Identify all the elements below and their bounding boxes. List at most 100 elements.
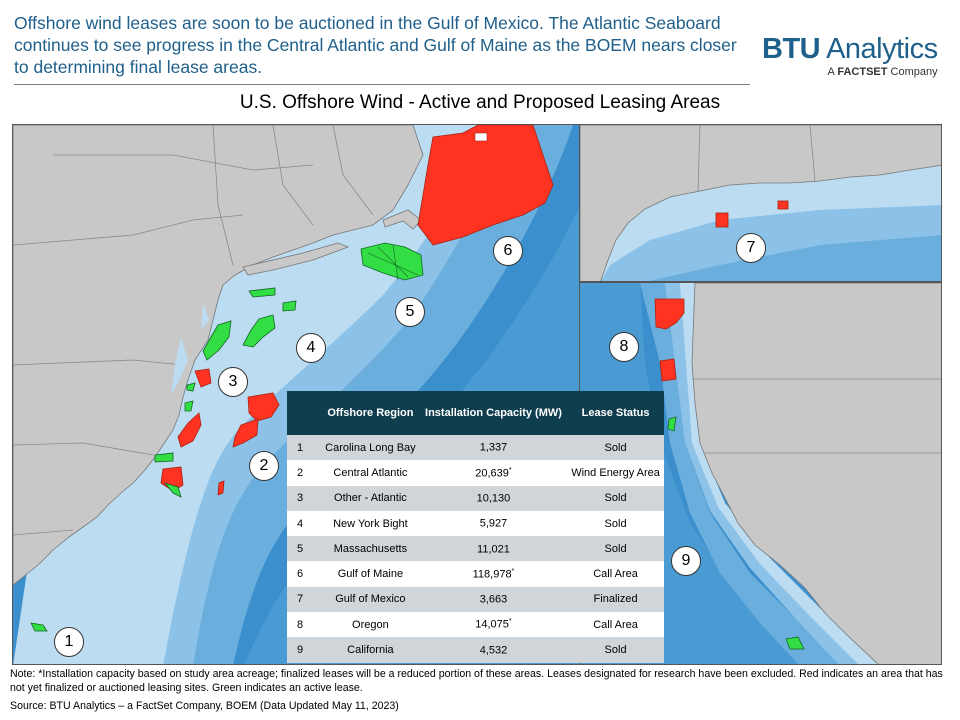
table-row: 9 California 4,532 Sold [287, 637, 664, 663]
row-id: 5 [287, 536, 321, 562]
west-coast-land [691, 283, 941, 664]
table-row: 6 Gulf of Maine 118,978* Call Area [287, 561, 664, 587]
row-region: Massachusetts [321, 536, 420, 562]
row-id: 4 [287, 510, 321, 537]
region-label-1: 1 [54, 627, 84, 657]
gulf-coast-land [580, 125, 941, 281]
row-capacity-text: 10,130 [476, 492, 511, 505]
state-borders [13, 125, 374, 536]
row-id-text: 8 [297, 618, 304, 631]
row-id-text: 6 [297, 568, 304, 581]
ny-bight-lease-b [282, 300, 297, 312]
other-atlantic-lease-a [186, 382, 196, 392]
row-region-text: Oregon [352, 618, 389, 631]
region-label-5: 5 [395, 297, 425, 327]
row-id: 3 [287, 485, 321, 511]
footnote: Note: *Installation capacity based on st… [10, 668, 943, 694]
row-capacity-text: 11,021 [477, 543, 510, 556]
california-lease-central [785, 636, 805, 650]
row-status: Call Area [567, 561, 664, 587]
row-status-text: Sold [604, 517, 627, 530]
row-status-text: Call Area [593, 618, 638, 631]
row-status: Sold [567, 637, 664, 663]
row-id: 7 [287, 586, 321, 613]
row-status-text: Call Area [593, 568, 638, 581]
region-label-7: 7 [736, 233, 766, 263]
row-status-text: Wind Energy Area [571, 466, 660, 479]
capacity-footnote-mark: * [508, 618, 512, 626]
california-lease-north [667, 416, 677, 432]
source-line: Source: BTU Analytics – a FactSet Compan… [10, 700, 399, 712]
central-atlantic-area-a [247, 392, 280, 422]
table-header-id [287, 391, 321, 435]
ny-bight-lease-c [242, 314, 276, 348]
row-region: Carolina Long Bay [321, 435, 420, 461]
row-capacity-text: 20,639 [475, 467, 509, 480]
row-capacity-text: 118,978 [472, 568, 512, 581]
us-east-coast-land [13, 125, 424, 586]
row-status-text: Sold [604, 441, 627, 454]
region-label-8: 8 [609, 332, 639, 362]
row-region-text: New York Bight [333, 517, 408, 530]
gulf-of-mexico-area-a [715, 212, 729, 228]
row-capacity: 4,532 [419, 637, 568, 663]
table-row: 8 Oregon 14,075* Call Area [287, 612, 664, 638]
row-status: Call Area [567, 612, 664, 638]
table-row: 5 Massachusetts 11,021 Sold [287, 536, 664, 562]
row-capacity: 10,130 [419, 485, 568, 511]
row-status: Finalized [567, 586, 664, 613]
capacity-footnote-mark: * [508, 466, 512, 474]
table-header-row: Offshore Region Installation Capacity (M… [287, 391, 664, 435]
table-row: 2 Central Atlantic 20,639* Wind Energy Area [287, 460, 664, 486]
gulf-of-mexico-inset-graphic [580, 125, 941, 281]
cape-cod [382, 209, 422, 230]
row-region-text: Carolina Long Bay [325, 441, 416, 454]
row-id-text: 4 [297, 517, 304, 530]
row-region-text: Massachusetts [333, 542, 408, 555]
central-atlantic-area-c [232, 418, 259, 448]
row-capacity: 14,075* [419, 612, 568, 638]
ny-bight-lease-a [248, 287, 276, 298]
gulf-of-maine-call-area [417, 125, 554, 246]
table-header-status: Lease Status [567, 391, 664, 435]
row-capacity: 11,021 [419, 536, 568, 562]
row-id: 1 [287, 435, 321, 461]
region-label-6: 6 [493, 236, 523, 266]
row-id: 2 [287, 460, 321, 486]
row-status: Sold [567, 485, 664, 511]
row-id-text: 7 [297, 593, 304, 606]
ny-bight-lease-d [202, 320, 232, 361]
row-region-text: Central Atlantic [333, 466, 408, 479]
table-row: 7 Gulf of Mexico 3,663 Finalized [287, 586, 664, 613]
row-capacity-text: 4,532 [479, 644, 508, 657]
carolina-area-b [217, 480, 225, 496]
oregon-call-area-north [654, 298, 685, 330]
table-header-capacity: Installation Capacity (MW) [419, 391, 568, 435]
row-region-text: Gulf of Mexico [335, 593, 406, 606]
row-status-text: Sold [604, 492, 627, 505]
row-region: Other - Atlantic [321, 485, 420, 511]
row-status-text: Finalized [593, 593, 638, 606]
west-coast-state-borders [692, 378, 941, 454]
row-status: Wind Energy Area [567, 460, 664, 486]
logo-light: Analytics [820, 33, 938, 65]
row-region: California [321, 637, 420, 663]
row-status: Sold [567, 536, 664, 562]
table-row: 1 Carolina Long Bay 1,337 Sold [287, 435, 664, 461]
other-atlantic-lease-b [184, 400, 194, 412]
row-capacity-text: 5,927 [479, 517, 508, 530]
gulf-of-maine-exclusion [474, 132, 488, 142]
row-region: New York Bight [321, 510, 420, 537]
row-region: Central Atlantic [321, 460, 420, 486]
row-region-text: Gulf of Maine [337, 568, 404, 581]
headline-divider [14, 84, 750, 85]
leasing-areas-table: Offshore Region Installation Capacity (M… [287, 391, 664, 663]
capacity-footnote-mark: * [511, 567, 515, 575]
table-row: 3 Other - Atlantic 10,130 Sold [287, 485, 664, 511]
carolina-lease-a [154, 452, 174, 463]
map-title: U.S. Offshore Wind - Active and Proposed… [239, 92, 721, 113]
central-atlantic-area-b [177, 412, 202, 448]
btu-analytics-logo: BTU Analytics A FACTSET Company [762, 34, 938, 78]
gulf-state-borders [697, 125, 816, 192]
table-header-region: Offshore Region [321, 391, 420, 435]
